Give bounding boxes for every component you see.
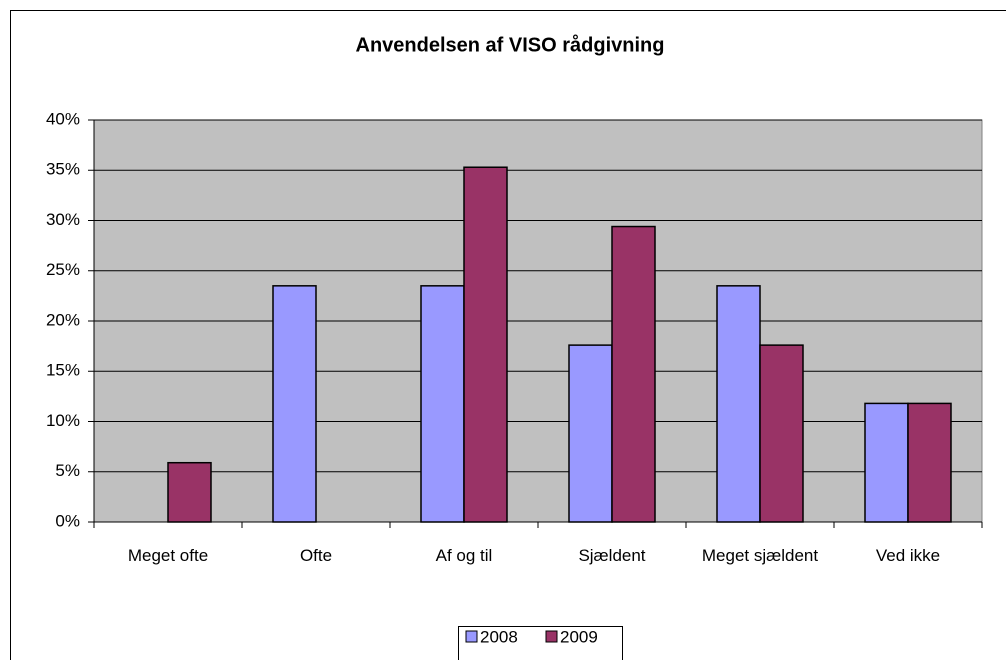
bar: [716, 285, 761, 523]
bar: [167, 461, 212, 523]
y-tick-label: 20%: [46, 310, 80, 329]
bar: [272, 285, 317, 523]
x-tick-label: Meget sjældent: [701, 546, 819, 565]
legend-frame: [458, 626, 623, 660]
bar: [864, 402, 909, 523]
x-tick-label: Af og til: [435, 546, 493, 565]
legend-label: 2008: [480, 627, 518, 646]
legend: 2008 2009: [458, 626, 623, 660]
y-tick-label: 0%: [55, 511, 80, 530]
y-tick-label: 5%: [55, 461, 80, 480]
x-tick-label: Sjældent: [578, 546, 646, 565]
legend-swatch: [465, 630, 478, 643]
y-tick-label: 15%: [46, 361, 80, 380]
y-tick-label: 30%: [46, 210, 80, 229]
bar: [420, 285, 465, 523]
legend-swatch: [545, 630, 558, 643]
bar: [907, 402, 952, 523]
bar: [759, 344, 804, 523]
chart-title: Anvendelsen af VISO rådgivning: [356, 33, 665, 56]
legend-label: 2009: [560, 627, 598, 646]
y-tick-label: 10%: [46, 411, 80, 430]
x-tick-label: Meget ofte: [127, 546, 209, 565]
y-tick-label: 40%: [46, 109, 80, 128]
bar: [463, 166, 508, 523]
y-tick-label: 25%: [46, 260, 80, 279]
x-tick-label: Ved ikke: [875, 546, 941, 565]
x-tick-label: Ofte: [299, 546, 333, 565]
bar: [611, 225, 656, 523]
y-tick-label: 35%: [46, 160, 80, 179]
bar: [568, 344, 613, 523]
